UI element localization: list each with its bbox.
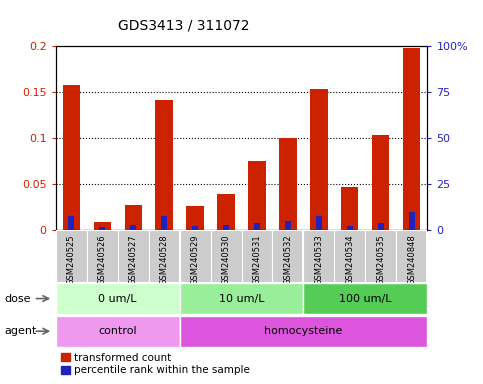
Bar [341, 187, 358, 230]
Text: 0 um/L: 0 um/L [98, 293, 137, 304]
Bar [192, 226, 199, 230]
Bar [397, 230, 427, 282]
Bar [366, 230, 397, 282]
Legend: transformed count, percentile rank within the sample: transformed count, percentile rank withi… [61, 353, 250, 375]
Text: control: control [98, 326, 137, 336]
Text: GSM240528: GSM240528 [159, 235, 169, 285]
Bar [129, 225, 136, 230]
Text: GDS3413 / 311072: GDS3413 / 311072 [118, 19, 249, 33]
Bar [334, 230, 366, 282]
Bar [56, 230, 86, 282]
Bar [180, 283, 303, 314]
Bar [347, 226, 354, 230]
Text: GSM240530: GSM240530 [222, 235, 230, 285]
Text: GSM240531: GSM240531 [253, 235, 261, 285]
Bar [217, 194, 235, 230]
Bar [303, 283, 427, 314]
Text: GSM240533: GSM240533 [314, 235, 324, 285]
Text: homocysteine: homocysteine [264, 326, 342, 336]
Bar [311, 89, 327, 230]
Bar [149, 230, 180, 282]
Bar [86, 230, 117, 282]
Text: GSM240527: GSM240527 [128, 235, 138, 285]
Bar [284, 221, 291, 230]
Text: GSM240535: GSM240535 [376, 235, 385, 285]
Text: dose: dose [5, 293, 31, 304]
Text: GSM240534: GSM240534 [345, 235, 355, 285]
Bar [280, 138, 297, 230]
Bar [156, 99, 172, 230]
Bar [56, 316, 180, 347]
Text: 100 um/L: 100 um/L [339, 293, 392, 304]
Bar [315, 216, 322, 230]
Text: GSM240848: GSM240848 [408, 235, 416, 285]
Bar [56, 283, 180, 314]
Bar [68, 216, 74, 230]
Bar [62, 85, 80, 230]
Bar [303, 230, 334, 282]
Bar [272, 230, 303, 282]
Bar [94, 222, 111, 230]
Bar [180, 316, 427, 347]
Bar [180, 230, 211, 282]
Bar [248, 161, 266, 230]
Bar [125, 205, 142, 230]
Bar [403, 48, 421, 230]
Text: agent: agent [5, 326, 37, 336]
Bar [372, 136, 389, 230]
Bar [161, 216, 168, 230]
Text: 10 um/L: 10 um/L [219, 293, 264, 304]
Text: GSM240526: GSM240526 [98, 235, 107, 285]
Bar [254, 223, 260, 230]
Bar [117, 230, 149, 282]
Bar [378, 223, 384, 230]
Bar [186, 207, 203, 230]
Bar [242, 230, 272, 282]
Bar [409, 212, 415, 230]
Bar [99, 227, 105, 230]
Text: GSM240525: GSM240525 [67, 235, 75, 285]
Text: GSM240529: GSM240529 [190, 235, 199, 285]
Bar [211, 230, 242, 282]
Text: GSM240532: GSM240532 [284, 235, 293, 285]
Bar [223, 225, 229, 230]
